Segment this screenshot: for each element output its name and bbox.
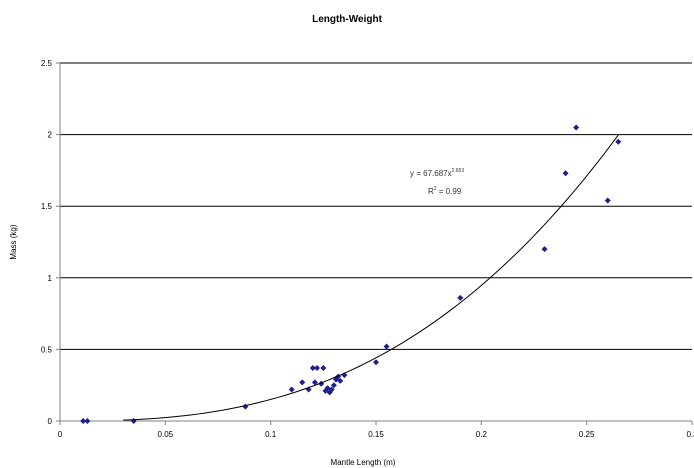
x-tick-label-3: 0.15 — [368, 430, 384, 439]
x-tick-label-4: 0.2 — [476, 430, 488, 439]
data-point-4 — [288, 386, 295, 393]
y-tick-label-4: 2 — [48, 131, 53, 140]
x-tick-labels: 0 0.05 0.1 0.15 0.2 0.25 0.3 — [58, 430, 694, 439]
data-point-9 — [314, 365, 321, 372]
data-point-21 — [373, 359, 379, 366]
axes — [56, 62, 693, 425]
r-squared-superscript: 2 — [434, 186, 437, 192]
x-tick-label-0: 0 — [58, 430, 63, 439]
x-tick-label-5: 0.25 — [579, 430, 595, 439]
x-axis-label: Mantle Length (m) — [331, 458, 396, 467]
data-point-7 — [309, 365, 316, 372]
r-squared-value: = 0.99 — [437, 187, 462, 196]
y-tick-label-5: 2.5 — [41, 59, 53, 68]
x-tick-label-6: 0.3 — [686, 430, 694, 439]
gridlines — [60, 62, 692, 350]
data-point-19 — [337, 377, 344, 384]
y-tick-label-3: 1.5 — [41, 202, 53, 211]
y-tick-labels: 0 0.5 1 1.5 2 2.5 — [41, 59, 53, 426]
trendline — [123, 134, 619, 421]
r-squared-label: R — [428, 187, 434, 196]
data-point-0 — [80, 418, 87, 424]
data-point-22 — [383, 343, 390, 350]
data-point-25 — [562, 170, 569, 177]
data-point-8 — [311, 379, 318, 386]
data-point-15 — [328, 386, 335, 393]
y-tick-label-2: 1 — [48, 274, 53, 283]
data-point-27 — [604, 197, 611, 204]
data-point-5 — [299, 379, 306, 386]
trendline-equation: y = 67.687x2.653 — [410, 168, 464, 178]
data-point-1 — [84, 418, 91, 424]
equation-base: y = 67.687x — [410, 169, 452, 178]
data-point-16 — [330, 382, 337, 389]
y-tick-label-1: 0.5 — [41, 345, 53, 354]
data-points — [80, 124, 622, 424]
y-axis-label: Mass (kg) — [9, 224, 18, 259]
x-tick-label-1: 0.05 — [158, 430, 174, 439]
y-tick-label-0: 0 — [48, 417, 53, 426]
data-point-26 — [573, 124, 580, 131]
r-squared: R2 = 0.99 — [428, 186, 462, 196]
data-point-23 — [457, 294, 464, 301]
data-point-11 — [320, 365, 327, 372]
x-tick-label-2: 0.1 — [265, 430, 277, 439]
chart-title: Length-Weight — [312, 14, 382, 25]
equation-exponent: 2.653 — [452, 168, 465, 174]
data-point-24 — [541, 246, 548, 253]
data-point-28 — [615, 138, 622, 145]
